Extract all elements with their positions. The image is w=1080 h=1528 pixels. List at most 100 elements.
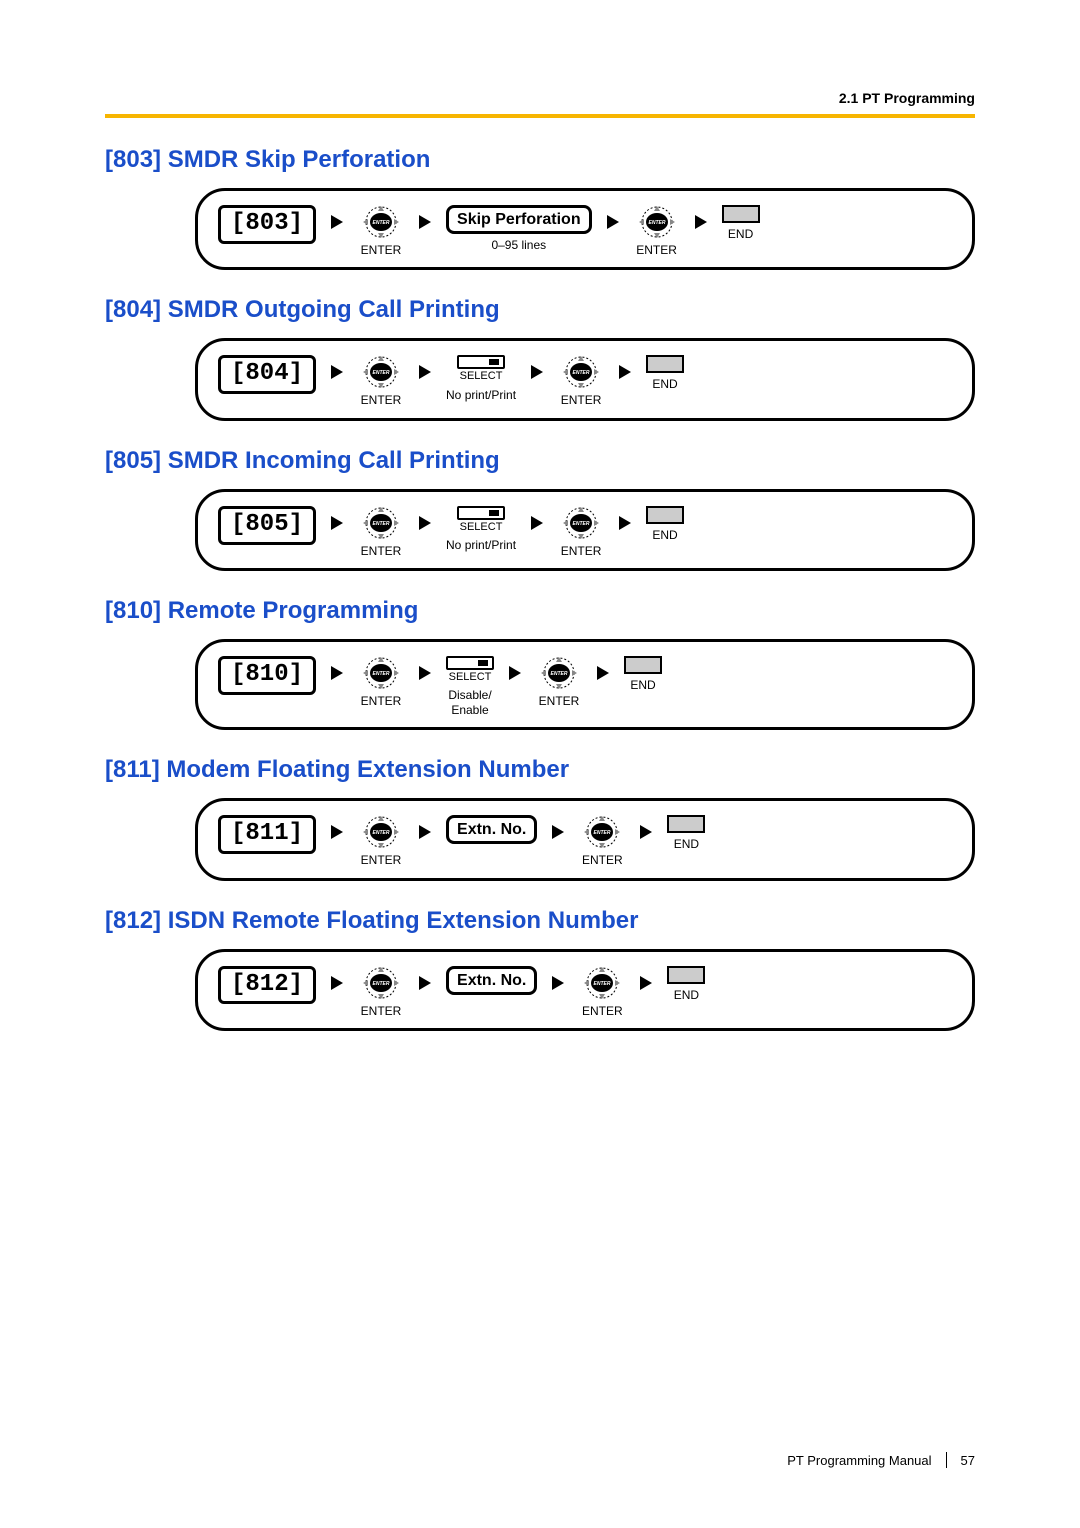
flow-arrow-icon [637, 966, 655, 1000]
enter-label: ENTER [582, 1004, 623, 1018]
flow-arrow-icon [416, 355, 434, 389]
end-button-icon [667, 966, 705, 984]
section-title: [805] SMDR Incoming Call Printing [105, 447, 975, 475]
end-label: END [652, 528, 677, 542]
enter-label: ENTER [361, 694, 402, 708]
enter-dial-icon: ENTER [579, 966, 625, 1000]
enter-label: ENTER [561, 393, 602, 407]
program-code: [812] [218, 966, 316, 1005]
enter-label: ENTER [361, 544, 402, 558]
flow-arrow-icon [416, 815, 434, 849]
enter-dial-icon: ENTER [536, 656, 582, 690]
enter-label: ENTER [636, 243, 677, 257]
flow-arrow-icon [604, 205, 622, 239]
flow-arrow-icon [616, 355, 634, 389]
flow-arrow-icon [528, 506, 546, 540]
enter-dial-icon: ENTER [358, 966, 404, 1000]
section-title: [810] Remote Programming [105, 597, 975, 625]
flow-arrow-icon [328, 205, 346, 239]
parameter-step: Skip Perforation 0–95 lines [446, 205, 592, 253]
enter-dial-icon: ENTER [358, 506, 404, 540]
enter-dial-icon: ENTER [358, 355, 404, 389]
program-code: [805] [218, 506, 316, 545]
end-label: END [652, 377, 677, 391]
top-rule [105, 114, 975, 118]
parameter-step: SELECTNo print/Print [446, 355, 516, 402]
flow-arrow-icon [692, 205, 710, 239]
enter-label: ENTER [361, 853, 402, 867]
flow-arrow-icon [637, 815, 655, 849]
section-title: [803] SMDR Skip Perforation [105, 146, 975, 174]
svg-text:ENTER: ENTER [573, 521, 590, 527]
enter-dial-icon: ENTER [358, 815, 404, 849]
flow-diagram: [812] ENTER ENTER Extn. No. ENTER ENTER … [195, 949, 975, 1031]
flow-diagram: [811] ENTER ENTER Extn. No. ENTER ENTER … [195, 798, 975, 880]
enter-dial-icon: ENTER [634, 205, 680, 239]
end-button-icon [722, 205, 760, 223]
enter-label: ENTER [582, 853, 623, 867]
enter-dial-icon: ENTER [358, 656, 404, 690]
svg-text:ENTER: ENTER [594, 830, 611, 836]
end-label: END [674, 988, 699, 1002]
flow-arrow-icon [528, 355, 546, 389]
select-label: SELECT [460, 521, 503, 534]
parameter-step: SELECT Disable/ Enable [446, 656, 494, 717]
flow-arrow-icon [416, 966, 434, 1000]
flow-diagram: [803] ENTER ENTER Skip Perforation 0–95 l… [195, 188, 975, 270]
enter-label: ENTER [561, 544, 602, 558]
parameter-step: SELECTNo print/Print [446, 506, 516, 553]
svg-text:ENTER: ENTER [573, 370, 590, 376]
end-label: END [630, 678, 655, 692]
flow-arrow-icon [328, 506, 346, 540]
flow-arrow-icon [328, 656, 346, 690]
parameter-step: Extn. No. [446, 966, 537, 995]
enter-dial-icon: ENTER [558, 506, 604, 540]
svg-text:ENTER: ENTER [594, 981, 611, 987]
parameter-options: No print/Print [446, 388, 516, 402]
parameter-input-label: Extn. No. [446, 966, 537, 995]
svg-text:ENTER: ENTER [551, 671, 568, 677]
flow-diagram: [810] ENTER ENTER SELECTDisable/ Enable … [195, 639, 975, 730]
end-label: END [674, 837, 699, 851]
program-code: [804] [218, 355, 316, 394]
parameter-options: Disable/ Enable [448, 688, 491, 717]
section-title: [804] SMDR Outgoing Call Printing [105, 296, 975, 324]
parameter-input-label: Extn. No. [446, 815, 537, 844]
parameter-range: 0–95 lines [491, 238, 546, 252]
flow-arrow-icon [416, 656, 434, 690]
flow-diagram: [805] ENTER ENTER SELECTNo print/Print E… [195, 489, 975, 571]
select-button-icon [457, 506, 505, 520]
select-label: SELECT [449, 671, 492, 684]
enter-label: ENTER [539, 694, 580, 708]
flow-arrow-icon [594, 656, 612, 690]
footer-manual-name: PT Programming Manual [787, 1453, 931, 1468]
svg-text:ENTER: ENTER [373, 830, 390, 836]
end-button-icon [646, 355, 684, 373]
flow-diagram: [804] ENTER ENTER SELECTNo print/Print E… [195, 338, 975, 420]
flow-arrow-icon [416, 205, 434, 239]
enter-label: ENTER [361, 1004, 402, 1018]
footer-divider [946, 1452, 947, 1468]
enter-label: ENTER [361, 243, 402, 257]
parameter-step: Extn. No. [446, 815, 537, 844]
enter-dial-icon: ENTER [579, 815, 625, 849]
select-button-icon [446, 656, 494, 670]
section-title: [811] Modem Floating Extension Number [105, 756, 975, 784]
end-button-icon [624, 656, 662, 674]
enter-dial-icon: ENTER [358, 205, 404, 239]
enter-label: ENTER [361, 393, 402, 407]
flow-arrow-icon [328, 966, 346, 1000]
flow-arrow-icon [328, 355, 346, 389]
svg-text:ENTER: ENTER [373, 220, 390, 226]
flow-arrow-icon [506, 656, 524, 690]
page-footer: PT Programming Manual 57 [787, 1452, 975, 1468]
end-button-icon [667, 815, 705, 833]
parameter-input-label: Skip Perforation [446, 205, 592, 234]
flow-arrow-icon [549, 966, 567, 1000]
svg-text:ENTER: ENTER [373, 671, 390, 677]
program-code: [803] [218, 205, 316, 244]
program-code: [810] [218, 656, 316, 695]
svg-text:ENTER: ENTER [373, 521, 390, 527]
program-code: [811] [218, 815, 316, 854]
end-button-icon [646, 506, 684, 524]
